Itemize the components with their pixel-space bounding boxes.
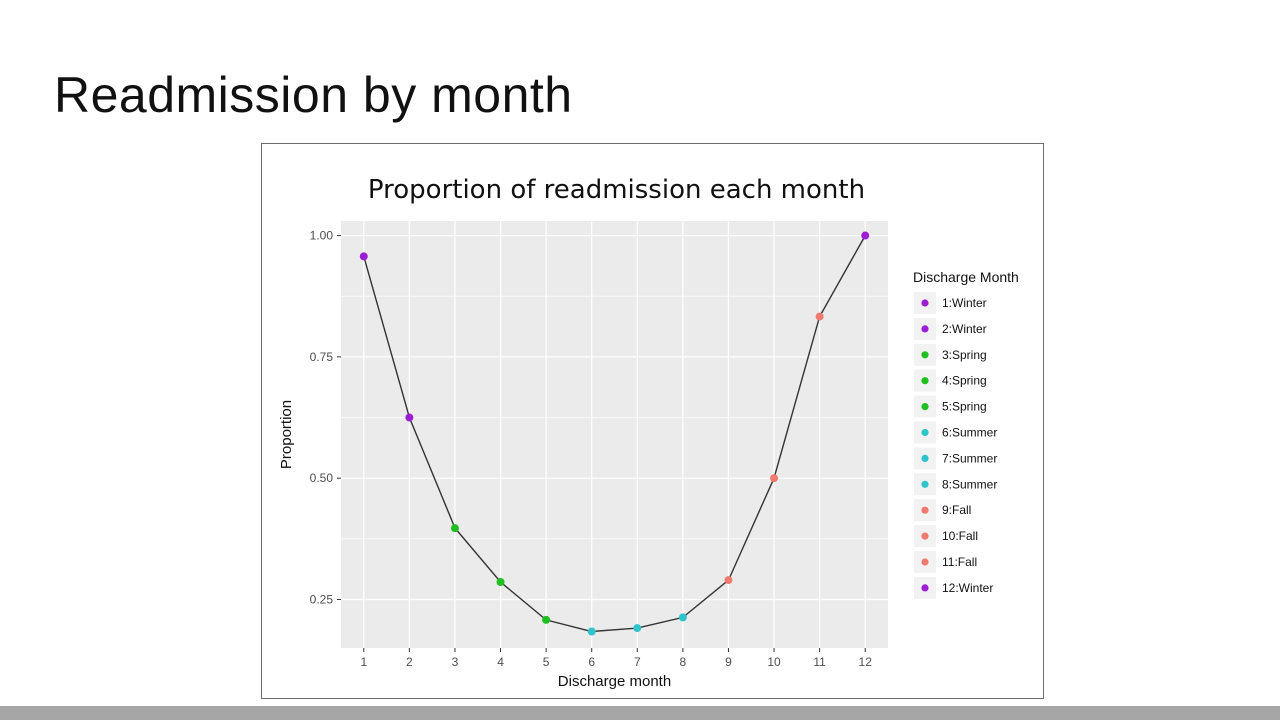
legend-key-marker xyxy=(921,299,929,307)
data-point-month-4 xyxy=(496,578,505,587)
x-tick-label: 9 xyxy=(725,655,732,669)
chart-title: Proportion of readmission each month xyxy=(368,175,865,205)
legend-entry-label: 2:Winter xyxy=(942,322,987,336)
legend-entry-label: 6:Summer xyxy=(942,426,997,440)
x-tick-label: 10 xyxy=(767,655,781,669)
legend-key-marker xyxy=(921,532,929,540)
data-point-month-12 xyxy=(861,231,870,240)
plot-panel xyxy=(341,221,888,648)
x-tick-label: 6 xyxy=(588,655,595,669)
legend-entry-label: 11:Fall xyxy=(942,555,977,569)
legend-entry-label: 1:Winter xyxy=(942,296,987,310)
legend-key-marker xyxy=(921,584,929,592)
legend-key-marker xyxy=(921,480,929,488)
data-point-month-3 xyxy=(450,524,459,533)
legend-entry-label: 4:Spring xyxy=(942,374,987,388)
slide-title: Readmission by month xyxy=(54,67,573,123)
x-tick-label: 12 xyxy=(859,655,873,669)
x-tick-label: 5 xyxy=(543,655,550,669)
data-point-month-7 xyxy=(633,624,642,633)
legend-key-marker xyxy=(921,558,929,566)
data-point-month-8 xyxy=(678,613,687,622)
y-tick-label: 1.00 xyxy=(310,229,334,243)
legend-key-marker xyxy=(921,351,929,359)
data-point-month-1 xyxy=(359,252,368,261)
x-tick-label: 11 xyxy=(813,655,826,669)
legend-entry-label: 9:Fall xyxy=(942,503,971,517)
chart-frame: Proportion of readmission each month 0.25… xyxy=(261,143,1044,699)
legend-key-marker xyxy=(921,403,929,411)
data-point-month-2 xyxy=(405,413,414,422)
x-tick-label: 3 xyxy=(452,655,459,669)
legend-title: Discharge Month xyxy=(913,269,1019,285)
x-tick-label: 4 xyxy=(497,655,504,669)
x-tick-label: 8 xyxy=(680,655,687,669)
legend-entry-label: 12:Winter xyxy=(942,581,993,595)
readmission-line-chart: Proportion of readmission each month 0.25… xyxy=(278,175,1019,690)
series-line xyxy=(363,235,866,633)
data-point-month-11 xyxy=(815,312,824,321)
data-point-month-5 xyxy=(542,615,551,624)
data-point-month-6 xyxy=(587,627,596,636)
y-axis-label: Proportion xyxy=(278,400,295,469)
data-point-month-10 xyxy=(770,474,779,483)
x-tick-label: 1 xyxy=(360,655,367,669)
legend-key-marker xyxy=(921,454,929,462)
y-tick-label: 0.25 xyxy=(310,592,334,606)
x-tick-label: 7 xyxy=(634,655,641,669)
legend-key-marker xyxy=(921,325,929,333)
y-tick-label: 0.50 xyxy=(310,471,334,485)
legend-entry-label: 3:Spring xyxy=(942,348,987,362)
legend-entry-label: 7:Summer xyxy=(942,451,997,465)
legend-entry-label: 10:Fall xyxy=(942,529,978,543)
x-axis-label: Discharge month xyxy=(558,673,671,690)
legend-key-marker xyxy=(921,506,929,514)
legend-key-marker xyxy=(921,377,929,385)
data-point-month-9 xyxy=(724,576,733,585)
y-tick-label: 0.75 xyxy=(310,350,334,364)
slide-bottom-bar xyxy=(0,706,1280,720)
legend-entry-label: 8:Summer xyxy=(942,477,997,491)
x-tick-label: 2 xyxy=(406,655,413,669)
legend-entry-label: 5:Spring xyxy=(942,400,987,414)
legend-key-marker xyxy=(921,428,929,437)
